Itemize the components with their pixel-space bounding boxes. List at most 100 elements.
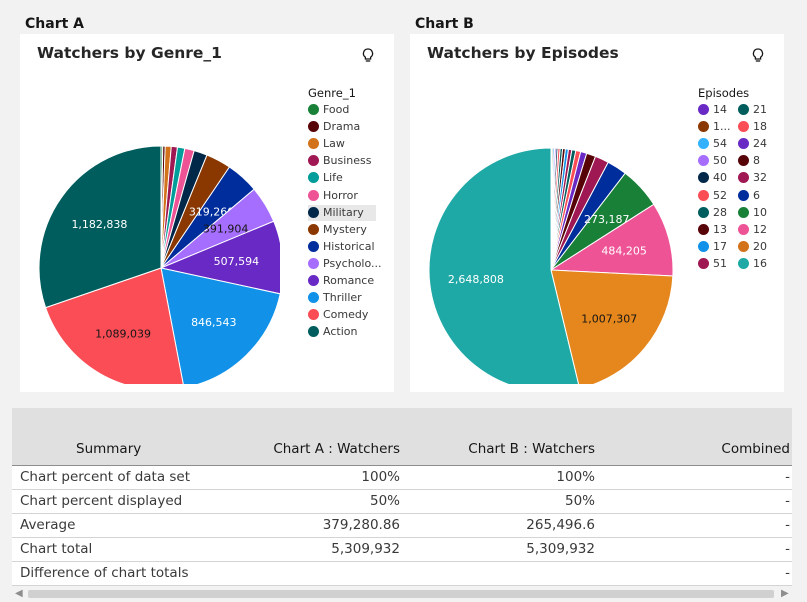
legend-item-military[interactable]: Military xyxy=(308,204,376,221)
legend-swatch xyxy=(308,172,319,184)
lightbulb-icon[interactable] xyxy=(362,48,374,68)
legend-label: Horror xyxy=(323,188,358,202)
legend-label: 8 xyxy=(753,154,760,168)
legend-item-episodes-10[interactable]: 10 xyxy=(738,205,776,221)
legend-swatch xyxy=(738,172,749,184)
legend-item-episodes-52[interactable]: 52 xyxy=(698,188,736,204)
legend-swatch xyxy=(308,240,319,252)
legend-item-drama[interactable]: Drama xyxy=(308,119,376,135)
legend-item-episodes-28[interactable]: 28 xyxy=(698,205,736,221)
legend-item-episodes-24[interactable]: 24 xyxy=(738,136,776,152)
legend-swatch xyxy=(738,155,749,167)
legend-swatch xyxy=(308,104,319,115)
legend-label: Romance xyxy=(323,274,375,287)
header-chart-b[interactable]: Chart B : Watchers xyxy=(468,441,595,457)
legend-item-mystery[interactable]: Mystery xyxy=(308,222,376,238)
cell-chart-a: 100% xyxy=(361,469,400,485)
legend-item-food[interactable]: Food xyxy=(308,102,376,118)
cell-chart-b: 100% xyxy=(556,469,595,485)
legend-swatch xyxy=(308,275,319,286)
legend-item-episodes-1[interactable]: 1... xyxy=(698,119,736,135)
legend-label: 10 xyxy=(753,205,767,219)
legend-item-action[interactable]: Action xyxy=(308,324,376,340)
legend-label: Military xyxy=(323,205,364,219)
legend-label: 14 xyxy=(713,103,727,116)
triangle-right-icon[interactable]: ▶ xyxy=(781,588,789,599)
data-label-thriller: 846,543 xyxy=(191,316,237,329)
cell-combined: - xyxy=(785,493,790,509)
legend-label: 40 xyxy=(713,171,727,185)
header-chart-a[interactable]: Chart A : Watchers xyxy=(273,441,400,457)
legend-swatch xyxy=(698,240,709,252)
pie-slice-romance[interactable] xyxy=(159,220,280,295)
legend-item-psycholo[interactable]: Psycholo... xyxy=(308,256,382,272)
triangle-left-icon[interactable]: ◀ xyxy=(15,588,23,599)
data-label-16: 2,648,808 xyxy=(448,273,504,286)
legend-item-episodes-12[interactable]: 12 xyxy=(738,222,776,238)
legend-item-romance[interactable]: Romance xyxy=(308,273,376,289)
pie-slice-comedy[interactable] xyxy=(44,267,184,384)
legend-label: Food xyxy=(323,103,350,116)
legend-swatch xyxy=(698,138,709,150)
pie-slice-thriller[interactable] xyxy=(160,267,280,384)
header-summary[interactable]: Summary xyxy=(76,441,142,457)
legend-swatch xyxy=(738,206,749,218)
legend-swatch xyxy=(308,206,319,218)
legend-label: Drama xyxy=(323,120,361,134)
chart-a-title: Watchers by Genre_1 xyxy=(37,44,222,62)
legend-label: 28 xyxy=(713,205,727,219)
legend-swatch xyxy=(698,121,709,133)
legend-swatch xyxy=(738,189,749,201)
scrollbar-thumb[interactable] xyxy=(28,590,774,598)
legend-item-episodes-13[interactable]: 13 xyxy=(698,222,736,238)
legend-label: 18 xyxy=(753,120,767,134)
legend-item-comedy[interactable]: Comedy xyxy=(308,307,376,323)
row-label: Chart percent of data set xyxy=(20,469,191,485)
legend-item-episodes-50[interactable]: 50 xyxy=(698,153,736,169)
legend-swatch xyxy=(698,223,709,235)
legend-swatch xyxy=(738,240,749,252)
legend-item-life[interactable]: Life xyxy=(308,170,376,186)
legend-item-historical[interactable]: Historical xyxy=(308,239,376,255)
cell-chart-a: 50% xyxy=(369,493,400,509)
legend-item-episodes-51[interactable]: 51 xyxy=(698,256,736,272)
legend-swatch xyxy=(698,189,709,201)
cell-combined: - xyxy=(785,517,790,533)
cell-chart-b: 5,309,932 xyxy=(526,541,595,557)
legend-item-thriller[interactable]: Thriller xyxy=(308,290,376,306)
row-label: Chart total xyxy=(20,541,93,557)
pie-slice-20[interactable] xyxy=(550,269,674,384)
pie-slice-16[interactable] xyxy=(428,147,580,384)
legend-item-episodes-6[interactable]: 6 xyxy=(738,188,776,204)
legend-item-episodes-54[interactable]: 54 xyxy=(698,136,736,152)
legend-label: 6 xyxy=(753,188,760,202)
data-label-10: 273,187 xyxy=(584,213,630,226)
legend-label: Thriller xyxy=(323,291,362,305)
chart-b-panel: Watchers by Episodes 273,187 484,205 1,007… xyxy=(410,34,784,392)
legend-swatch xyxy=(308,309,319,321)
legend-item-episodes-32[interactable]: 32 xyxy=(738,170,776,186)
legend-label: 16 xyxy=(753,256,767,270)
legend-title-b: Episodes xyxy=(698,86,750,100)
legend-item-law[interactable]: Law xyxy=(308,136,376,152)
lightbulb-icon[interactable] xyxy=(752,48,764,68)
legend-label: 1... xyxy=(713,120,731,134)
legend-label: 50 xyxy=(713,154,727,168)
pie-slice-action[interactable] xyxy=(38,145,162,309)
legend-swatch xyxy=(308,138,319,150)
legend-item-business[interactable]: Business xyxy=(308,153,376,169)
legend-item-horror[interactable]: Horror xyxy=(308,188,376,204)
data-label-psycholo: 391,904 xyxy=(203,223,249,236)
legend-item-episodes-40[interactable]: 40 xyxy=(698,170,736,186)
legend-item-episodes-18[interactable]: 18 xyxy=(738,119,776,135)
header-combined[interactable]: Combined xyxy=(721,441,790,457)
legend-item-episodes-17[interactable]: 17 xyxy=(698,239,736,255)
table-row: Chart total 5,309,932 5,309,932 - xyxy=(12,538,792,562)
legend-item-episodes-8[interactable]: 8 xyxy=(738,153,776,169)
row-label: Chart percent displayed xyxy=(20,493,183,509)
legend-item-episodes-16[interactable]: 16 xyxy=(738,256,776,272)
pie-slice-12[interactable] xyxy=(549,203,674,277)
legend-item-episodes-21[interactable]: 21 xyxy=(738,102,776,118)
legend-item-episodes-14[interactable]: 14 xyxy=(698,102,736,118)
legend-item-episodes-20[interactable]: 20 xyxy=(738,239,776,255)
